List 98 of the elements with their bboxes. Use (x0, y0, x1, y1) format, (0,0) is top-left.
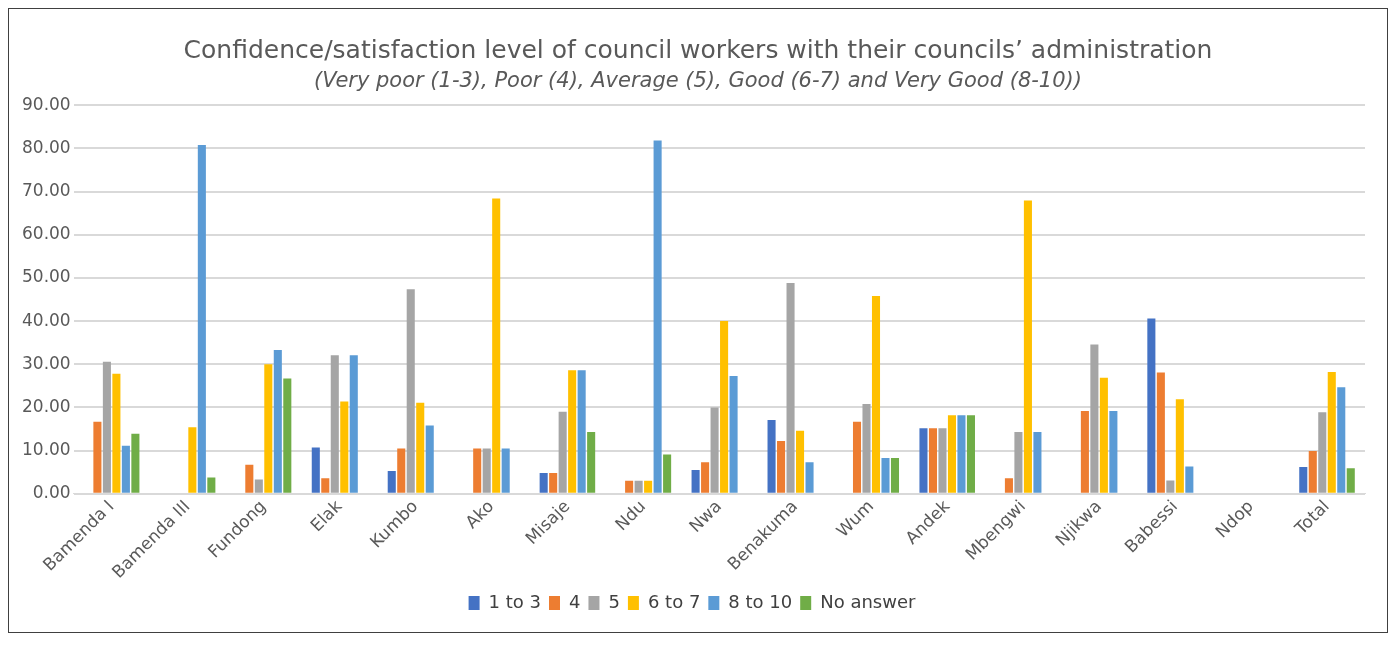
bar (729, 375, 738, 493)
bar (245, 464, 254, 493)
bar (1318, 412, 1327, 493)
y-tick-label: 0.00 (32, 482, 71, 503)
bar (777, 441, 786, 493)
y-tick-label: 60.00 (22, 223, 71, 244)
bar (663, 454, 672, 493)
legend-label: 5 (608, 590, 620, 612)
bar (587, 432, 596, 493)
bar (558, 411, 567, 493)
bar (425, 425, 434, 493)
y-tick-label: 10.00 (22, 439, 71, 460)
bar (283, 378, 292, 493)
bar (397, 448, 406, 493)
bar (112, 373, 121, 493)
bar (1175, 399, 1184, 493)
chart-subtitle: (Very poor (1-3), Poor (4), Average (5), Good (6-7) and Very Good (8-10)) (313, 68, 1083, 92)
bar (919, 428, 928, 493)
bar (416, 402, 425, 493)
bar (957, 415, 966, 493)
bar (1033, 432, 1042, 493)
bar (264, 364, 273, 493)
bar (406, 289, 415, 493)
bar (862, 403, 871, 493)
bar (852, 421, 862, 493)
bar (890, 457, 900, 493)
bar (1080, 410, 1089, 493)
y-tick-label: 40.00 (22, 309, 71, 330)
bar (473, 448, 482, 493)
bar (966, 415, 975, 493)
y-tick-label: 70.00 (22, 179, 71, 200)
bar (387, 470, 396, 493)
bar (501, 448, 510, 493)
bar (492, 198, 501, 493)
bar (539, 473, 548, 493)
bar (1346, 468, 1355, 493)
bar (1299, 467, 1308, 493)
legend-label: 1 to 3 (488, 590, 542, 612)
bar (207, 477, 216, 493)
bar (928, 428, 938, 493)
legend-label: 4 (569, 590, 581, 612)
bar (1109, 410, 1118, 493)
bar (625, 480, 634, 493)
bar (710, 407, 719, 493)
bar (1308, 451, 1317, 493)
bar (938, 428, 947, 493)
x-tick-label: Ako (461, 495, 498, 533)
legend-label: 6 to 7 (647, 590, 701, 612)
bar (349, 355, 358, 493)
legend-label: No answer (820, 590, 917, 612)
bar (121, 445, 130, 493)
y-tick-label: 80.00 (22, 136, 71, 157)
bar (577, 370, 586, 493)
bar (1004, 478, 1013, 493)
y-tick-label: 90.00 (22, 93, 71, 114)
bar (796, 430, 805, 493)
bar (691, 470, 700, 493)
bar (93, 421, 102, 493)
bar (330, 355, 339, 493)
bar (1099, 377, 1108, 493)
bar (644, 480, 653, 493)
bar (321, 478, 330, 493)
bar (1337, 387, 1346, 493)
bar (1166, 480, 1175, 493)
bar (197, 144, 206, 493)
bar (102, 361, 111, 493)
x-tick-label: Ndu (610, 495, 650, 535)
bar (871, 296, 881, 493)
bar (786, 283, 795, 493)
chart-title: Confidence/satisfaction level of council workers with their councils’ administration (182, 35, 1214, 64)
bar (1023, 200, 1032, 493)
bar (720, 321, 729, 493)
bar (549, 473, 558, 493)
legend-label: 8 to 10 (728, 590, 793, 612)
bar (653, 140, 662, 493)
bar (273, 350, 282, 493)
bar (701, 462, 710, 493)
bar (482, 448, 491, 493)
bar (1014, 432, 1023, 493)
bar (131, 433, 140, 493)
bar (805, 462, 814, 493)
bar (1147, 318, 1156, 493)
y-tick-label: 50.00 (22, 266, 71, 287)
bar (311, 447, 320, 493)
bar (254, 479, 263, 493)
y-tick-label: 30.00 (22, 352, 71, 373)
bar (881, 457, 890, 493)
bar (1327, 372, 1336, 493)
bar (947, 415, 956, 493)
bar (767, 419, 776, 493)
bar (1156, 372, 1165, 493)
bar (1185, 466, 1194, 493)
bar (188, 427, 197, 493)
bar (634, 480, 643, 493)
bar (1090, 344, 1099, 493)
bar (568, 370, 577, 493)
y-tick-label: 20.00 (22, 395, 71, 416)
bar (340, 401, 349, 493)
